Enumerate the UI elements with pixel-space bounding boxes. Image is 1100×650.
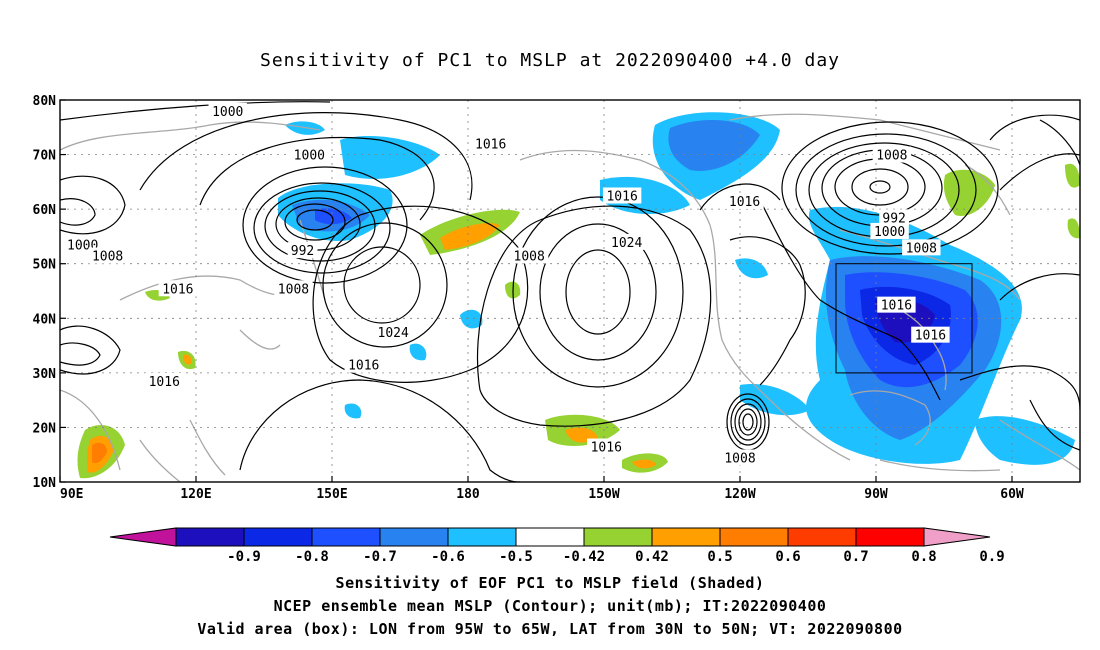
contour-label: 1000 (294, 149, 325, 164)
contour-label: 1008 (906, 241, 937, 256)
contour-label: 1000 (874, 225, 905, 240)
contour-label: 992 (882, 211, 905, 226)
contour-label: 1024 (611, 236, 642, 251)
contour-label: 1024 (378, 326, 409, 341)
contour-label: 1000 (212, 105, 243, 120)
colorbar-label: -0.5 (499, 549, 533, 565)
contour-label-bg (607, 233, 646, 250)
lon-label: 180 (456, 487, 480, 502)
colorbar-underflow (109, 527, 177, 547)
contour-label-bg (870, 222, 909, 239)
contour-label: 1016 (881, 299, 912, 314)
colorbar-box (583, 527, 653, 547)
colorbar-label: 0.8 (911, 549, 936, 565)
colorbar-overflow (923, 527, 991, 547)
contour-label: 1008 (514, 250, 545, 265)
lon-label: 120E (180, 487, 211, 502)
colorbar-box (855, 527, 925, 547)
contour-label-bg (158, 280, 198, 297)
contour-label-bg (725, 192, 764, 209)
lat-label: 10N (33, 476, 57, 491)
contour-label-bg (911, 326, 950, 343)
colorbar-box (243, 527, 313, 547)
page-title: Sensitivity of PC1 to MSLP at 2022090400… (259, 50, 840, 71)
lat-label: 40N (33, 312, 57, 327)
contour-label: 1016 (729, 195, 760, 210)
contour-label: 1008 (724, 451, 755, 466)
contour-label: 1016 (606, 190, 637, 205)
colorbar-label: -0.6 (431, 549, 465, 565)
graticule (60, 100, 1080, 482)
contour-label-bg (145, 373, 184, 390)
lon-label: 120W (724, 487, 755, 502)
contour-label: 1016 (348, 359, 379, 374)
lat-label: 50N (33, 258, 57, 273)
contour-label-bg (720, 449, 760, 466)
colorbar-label: -0.9 (227, 549, 261, 565)
axis-ticks (59, 99, 1013, 483)
lon-label: 150W (588, 487, 619, 502)
caption-line-1: Sensitivity of EOF PC1 to MSLP field (Sh… (335, 574, 765, 592)
lat-label: 80N (33, 94, 57, 109)
lon-label: 150E (316, 487, 347, 502)
lat-label: 60N (33, 203, 57, 218)
colorbar-label: 0.9 (979, 549, 1004, 565)
contour-labels: 1000100010161000100810169921008102410081… (63, 102, 950, 466)
contour-label-bg (587, 438, 626, 455)
contour-label-bg (902, 239, 941, 256)
mslp-contours (60, 101, 1080, 482)
colorbar-label: 0.5 (707, 549, 732, 565)
colorbar-box (175, 527, 245, 547)
colorbar-box (311, 527, 381, 547)
colorbar-label: 0.7 (843, 549, 868, 565)
lon-label: 90E (60, 487, 83, 502)
contour-label-bg (290, 146, 329, 163)
contour-label: 1016 (162, 282, 193, 297)
lon-label: 90W (864, 487, 888, 502)
caption-line-3: Valid area (box): LON from 95W to 65W, L… (197, 620, 903, 638)
contour-label-bg (274, 280, 313, 297)
colorbar-box (787, 527, 857, 547)
colorbar-box (651, 527, 721, 547)
contour-label-bg (208, 102, 247, 119)
contour-label: 1016 (591, 441, 622, 456)
map-frame (59, 99, 1081, 483)
colorbar-label: -0.42 (563, 549, 605, 565)
contour-label-bg (602, 187, 642, 204)
contour-label-bg (872, 146, 912, 163)
colorbar-box (515, 527, 585, 547)
contour-label-bg (471, 135, 510, 152)
colorbar-box (379, 527, 449, 547)
contour-label: 1016 (149, 375, 180, 390)
colorbar-box (719, 527, 789, 547)
contour-label-bg (287, 242, 318, 259)
colorbar-label: -0.7 (363, 549, 397, 565)
contour-label: 1008 (278, 282, 309, 297)
lat-label: 70N (33, 149, 57, 164)
contour-label: 1016 (475, 138, 506, 153)
lat-label: 30N (33, 367, 57, 382)
contour-label-bg (879, 209, 910, 226)
contour-label-bg (88, 247, 127, 264)
colorbar-label: -0.8 (295, 549, 329, 565)
contour-label: 1016 (915, 329, 946, 344)
contour-label-bg (877, 296, 916, 313)
contour-label-bg (374, 323, 413, 340)
lat-label: 20N (33, 421, 57, 436)
contour-label: 992 (291, 244, 314, 259)
contour-label-bg (344, 356, 383, 373)
contour-label: 1008 (876, 149, 907, 164)
caption-line-2: NCEP ensemble mean MSLP (Contour); unit(… (273, 597, 827, 615)
colorbar-label: 0.6 (775, 549, 800, 565)
valid-area-box (835, 263, 973, 374)
lon-label: 60W (1000, 487, 1024, 502)
colorbar-box (447, 527, 517, 547)
colorbar: -0.9 -0.8 -0.7 -0.6 -0.5 -0.42 0.42 0.5 0.6 0.7 0.… (109, 527, 1005, 565)
colorbar-label: 0.42 (635, 549, 669, 565)
contour-label-bg (510, 247, 549, 264)
contour-label: 1008 (92, 250, 123, 265)
